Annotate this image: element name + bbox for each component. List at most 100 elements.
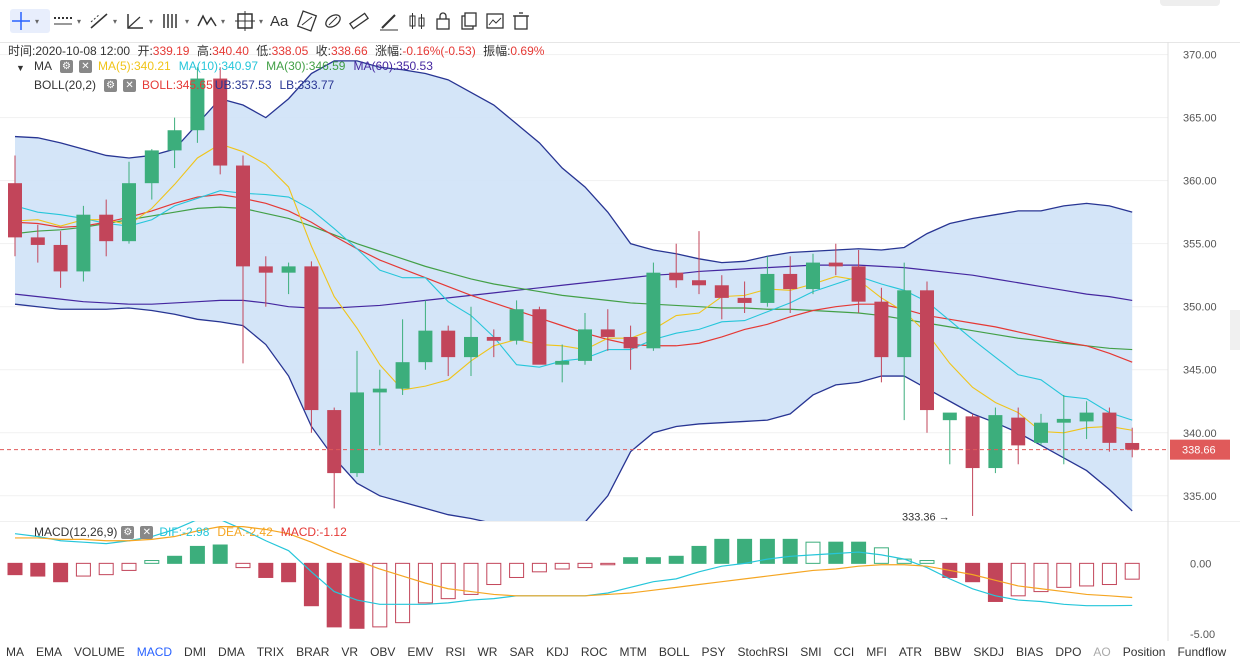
fib-tool-button[interactable]: ▾ — [160, 9, 189, 33]
macd-histogram-bar — [1033, 562, 1049, 593]
tab-atr[interactable]: ATR — [898, 645, 923, 659]
tab-roc[interactable]: ROC — [580, 645, 608, 659]
candle-body — [578, 329, 592, 361]
tab-skdj[interactable]: SKDJ — [973, 645, 1005, 659]
ruler-tool-button[interactable] — [348, 9, 370, 33]
tab-emv[interactable]: EMV — [407, 645, 434, 659]
current-price-label: 338.66 — [1182, 445, 1216, 457]
price-chart[interactable]: 370.00 365.00 360.00 355.00 350.00 345.00 340.… — [0, 42, 1240, 521]
tab-bbw[interactable]: BBW — [934, 645, 962, 659]
gear-icon[interactable]: ⚙ — [104, 78, 118, 92]
lock-button[interactable] — [432, 9, 454, 33]
macd-histogram-bar — [7, 562, 23, 576]
tab-dmi[interactable]: DMI — [184, 645, 207, 659]
crosshair-icon — [12, 12, 30, 30]
scroll-handle[interactable] — [1230, 310, 1240, 350]
candle-body — [988, 415, 1003, 469]
tab-bias[interactable]: BIAS — [1016, 645, 1044, 659]
tab-mfi[interactable]: MFI — [866, 645, 887, 659]
macd-histogram-bar — [167, 555, 183, 564]
macd-histogram-bar — [645, 557, 661, 564]
low-label: 低: — [256, 44, 272, 58]
macd-y-tick-label: 0.00 — [1190, 558, 1211, 570]
change-label: 涨幅: — [375, 44, 403, 58]
tab-kdj[interactable]: KDJ — [546, 645, 569, 659]
macd-chart[interactable]: 0.00 -5.00 — [0, 521, 1240, 641]
boll-legend-name: BOLL(20,2) — [34, 78, 97, 92]
candle-body — [1056, 418, 1071, 423]
macd-histogram-bar — [782, 538, 798, 564]
tab-wr[interactable]: WR — [477, 645, 498, 659]
tab-ma[interactable]: MA — [6, 645, 24, 659]
measure-frame-tool-button[interactable]: ▾ — [234, 9, 263, 33]
macd-histogram-bar — [281, 562, 297, 583]
text-tool-button[interactable]: Aa — [270, 9, 288, 33]
chevron-down-icon: ▾ — [113, 16, 118, 26]
tab-ao[interactable]: AO — [1093, 645, 1111, 659]
candle-body — [190, 78, 205, 131]
tab-brar[interactable]: BRAR — [296, 645, 330, 659]
trend-line-tool-button[interactable]: ▾ — [88, 9, 117, 33]
candle-body — [669, 272, 684, 281]
tab-trix[interactable]: TRIX — [256, 645, 285, 659]
tab-position[interactable]: Position — [1122, 645, 1166, 659]
eraser-icon — [325, 14, 341, 28]
macd-histogram-bar — [144, 560, 160, 564]
tab-macd[interactable]: MACD — [136, 645, 173, 659]
pencil-tool-button[interactable] — [378, 9, 400, 33]
macd-histogram-bar — [714, 538, 730, 564]
tab-obv[interactable]: OBV — [370, 645, 396, 659]
candle-body — [920, 290, 934, 411]
tab-dpo[interactable]: DPO — [1055, 645, 1082, 659]
panel-handle[interactable] — [1160, 0, 1220, 6]
close-icon[interactable]: ✕ — [123, 78, 137, 92]
candle-body — [213, 78, 228, 166]
tab-vr[interactable]: VR — [341, 645, 359, 659]
tab-ema[interactable]: EMA — [36, 645, 63, 659]
tab-boll[interactable]: BOLL — [658, 645, 690, 659]
tab-volume[interactable]: VOLUME — [74, 645, 125, 659]
tab-psy[interactable]: PSY — [701, 645, 726, 659]
tab-rsi[interactable]: RSI — [445, 645, 466, 659]
macd-histogram-bar — [326, 562, 342, 628]
close-icon[interactable]: ✕ — [140, 525, 154, 539]
tab-dma[interactable]: DMA — [218, 645, 245, 659]
low-annotation: 333.36 → — [902, 511, 950, 521]
y-tick-label: 370.00 — [1183, 50, 1217, 62]
angle-tool-button[interactable]: ▾ — [124, 9, 153, 33]
y-tick-label: 340.00 — [1183, 428, 1217, 440]
macd-y-tick-label: -5.00 — [1190, 629, 1215, 641]
candle-body — [304, 266, 319, 411]
tab-smi[interactable]: SMI — [800, 645, 822, 659]
crosshair-tool-button[interactable]: ▾ — [10, 9, 50, 33]
gear-icon[interactable]: ⚙ — [121, 525, 135, 539]
eraser-tool-button[interactable] — [322, 9, 344, 33]
gear-icon[interactable]: ⚙ — [60, 59, 73, 73]
tab-mtm[interactable]: MTM — [619, 645, 647, 659]
macd-histogram-bar — [1124, 562, 1140, 580]
brush-tool-button[interactable] — [296, 9, 318, 33]
tab-fundflow[interactable]: Fundflow — [1177, 645, 1227, 659]
candle-settings-button[interactable] — [406, 9, 428, 33]
ma10-value: MA(10):340.97 — [178, 59, 259, 73]
dea-value: DEA:-2.42 — [217, 525, 273, 539]
current-price-tag — [1170, 439, 1230, 460]
macd-histogram-bar — [1010, 562, 1026, 597]
close-icon[interactable]: ✕ — [79, 59, 92, 73]
candle-body — [395, 362, 410, 389]
collapse-chevron-icon[interactable]: ▼ — [16, 63, 25, 73]
wave-tool-button[interactable]: ▾ — [196, 9, 225, 33]
tab-stochrsi[interactable]: StochRSI — [737, 645, 789, 659]
macd-histogram-bar — [965, 562, 981, 583]
macd-legend-name: MACD(12,26,9) — [34, 525, 118, 539]
screenshot-button[interactable] — [484, 9, 506, 33]
measure-frame-icon — [235, 11, 255, 31]
tab-sar[interactable]: SAR — [509, 645, 535, 659]
line-style-tool-button[interactable]: ▾ — [52, 9, 81, 33]
brush-icon — [296, 10, 318, 32]
boll-band-fill — [15, 60, 1133, 521]
copy-button[interactable] — [458, 9, 480, 33]
indicator-tabs: MA EMA VOLUME MACD DMI DMA TRIX BRAR VR OBV EMV RSI… — [0, 641, 1226, 663]
delete-button[interactable] — [510, 9, 532, 33]
tab-cci[interactable]: CCI — [833, 645, 855, 659]
